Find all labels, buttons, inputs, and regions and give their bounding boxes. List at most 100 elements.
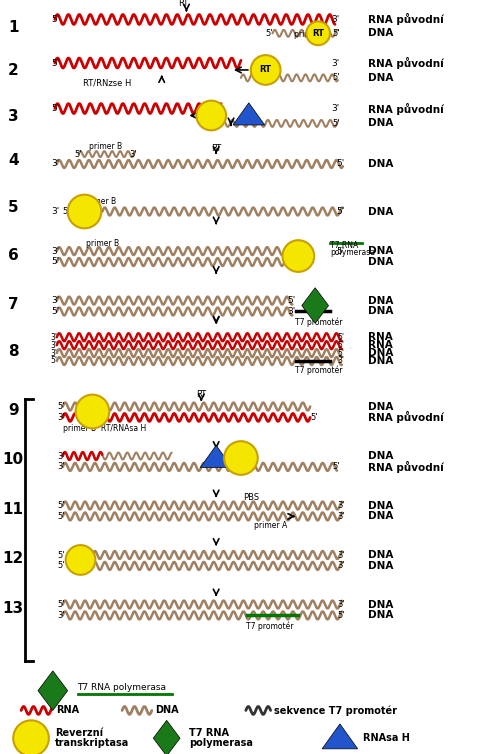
Text: Reverzní: Reverzní [55, 728, 103, 738]
Text: 3': 3' [337, 600, 345, 609]
Text: 5': 5' [265, 29, 273, 38]
Text: 3': 3' [58, 413, 66, 422]
Text: DNA: DNA [368, 118, 393, 128]
Text: T7 promotér: T7 promotér [246, 621, 293, 631]
Text: DNA: DNA [368, 29, 393, 38]
Text: primer B: primer B [89, 142, 122, 151]
Text: T7 RNA polymerasa: T7 RNA polymerasa [77, 683, 167, 692]
Text: DNA: DNA [368, 257, 393, 267]
Text: T7 RNA: T7 RNA [189, 728, 229, 738]
Text: DNA: DNA [368, 348, 393, 358]
Text: DNA: DNA [368, 246, 393, 256]
Text: polymerasa: polymerasa [330, 247, 375, 256]
Text: DNA: DNA [368, 73, 393, 83]
Text: DNA: DNA [368, 356, 393, 366]
Text: 3': 3' [51, 207, 59, 216]
Text: primer B: primer B [83, 197, 116, 206]
Text: primer A: primer A [294, 30, 327, 38]
Text: 3': 3' [338, 357, 345, 366]
Text: 3': 3' [51, 333, 58, 342]
Text: RT/RNzse H: RT/RNzse H [82, 78, 131, 87]
Text: DNA: DNA [368, 511, 393, 522]
Text: RNAsa H: RNAsa H [363, 733, 410, 743]
Text: 5': 5' [58, 550, 65, 559]
Text: DNA: DNA [368, 611, 393, 621]
Text: RT: RT [211, 144, 221, 152]
Text: RNA původní: RNA původní [368, 412, 443, 424]
Text: T7 promotér: T7 promotér [295, 365, 343, 375]
Text: RNA: RNA [56, 706, 79, 716]
Circle shape [196, 100, 226, 130]
Text: 2: 2 [8, 63, 19, 78]
Text: DNA: DNA [368, 561, 393, 571]
Text: 5': 5' [338, 341, 345, 350]
Circle shape [66, 545, 95, 575]
Circle shape [251, 55, 281, 84]
Text: RT: RT [196, 390, 207, 399]
Text: DNA: DNA [368, 306, 393, 317]
Text: 3': 3' [51, 160, 59, 168]
Text: 3': 3' [87, 217, 94, 226]
Text: 5': 5' [62, 207, 70, 216]
Circle shape [224, 441, 258, 475]
Text: 5': 5' [310, 413, 317, 422]
Text: 5': 5' [51, 357, 58, 366]
Text: 3': 3' [58, 611, 66, 620]
Text: 4: 4 [8, 152, 19, 167]
Text: 3': 3' [337, 562, 345, 571]
Text: RT: RT [312, 29, 324, 38]
Text: 3': 3' [58, 452, 66, 461]
Text: DNA: DNA [368, 599, 393, 609]
Text: DNA: DNA [368, 451, 393, 461]
Text: 3': 3' [58, 462, 66, 471]
Text: 5': 5' [337, 207, 345, 216]
Text: 5': 5' [332, 29, 340, 38]
Text: T7 promotér: T7 promotér [295, 317, 343, 327]
Text: 5: 5 [8, 200, 19, 215]
Text: 7: 7 [8, 297, 19, 312]
Polygon shape [233, 103, 265, 125]
Text: 5': 5' [58, 562, 65, 571]
Text: 5': 5' [338, 348, 345, 357]
Text: 5': 5' [58, 512, 65, 521]
Text: 3': 3' [332, 104, 340, 113]
Text: RT: RT [178, 0, 189, 8]
Text: 5': 5' [58, 501, 65, 510]
Polygon shape [38, 671, 68, 710]
Text: DNA: DNA [368, 296, 393, 305]
Text: 9: 9 [8, 403, 19, 418]
Polygon shape [200, 446, 232, 467]
Circle shape [306, 21, 330, 45]
Text: 5': 5' [332, 462, 340, 471]
Text: 5': 5' [51, 15, 59, 24]
Text: 5': 5' [51, 258, 59, 266]
Text: 5': 5' [332, 73, 340, 82]
Text: RNA původní: RNA původní [368, 461, 443, 473]
Text: RNA: RNA [368, 333, 392, 342]
Text: 13: 13 [2, 601, 24, 616]
Circle shape [68, 195, 102, 228]
Polygon shape [153, 720, 180, 754]
Text: primer A: primer A [254, 521, 287, 530]
Text: DNA: DNA [368, 501, 393, 510]
Text: 12: 12 [2, 551, 24, 566]
Text: 5': 5' [287, 296, 295, 305]
Text: 3: 3 [8, 109, 19, 124]
Text: T7 RNA: T7 RNA [330, 241, 358, 250]
Text: 1: 1 [8, 20, 18, 35]
Text: 3': 3' [129, 149, 137, 158]
Text: 5': 5' [337, 247, 345, 256]
Circle shape [13, 720, 49, 754]
Polygon shape [322, 724, 358, 749]
Text: 5': 5' [337, 611, 345, 620]
Text: 3': 3' [51, 341, 58, 350]
Circle shape [282, 241, 314, 272]
Text: RNA původní: RNA původní [368, 57, 443, 69]
Text: 5': 5' [58, 600, 65, 609]
Polygon shape [302, 288, 328, 323]
Text: DNA: DNA [368, 159, 393, 169]
Text: 3': 3' [51, 296, 59, 305]
Text: RNA původní: RNA původní [368, 14, 443, 26]
Text: 3': 3' [51, 247, 59, 256]
Text: 3': 3' [337, 512, 345, 521]
